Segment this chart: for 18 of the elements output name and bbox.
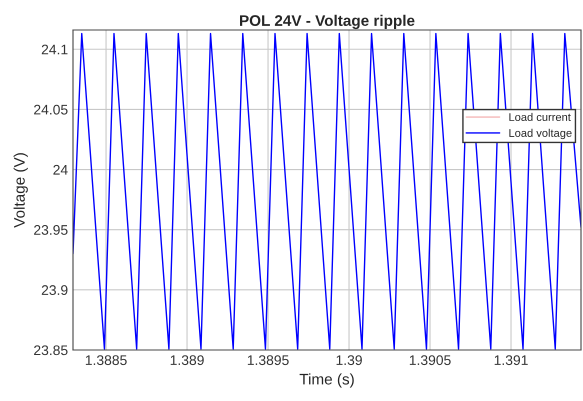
legend-label: Load current [509, 112, 571, 122]
y-tick-label: 23.95 [34, 225, 68, 235]
x-axis-title: Time (s) [300, 373, 354, 388]
y-tick-label: 24.05 [34, 104, 68, 115]
y-axis-title: Voltage (V) [14, 153, 28, 228]
legend-label: Load voltage [509, 128, 572, 140]
y-tick-label: 24.1 [42, 44, 68, 54]
x-tick-label: 1.39 [336, 355, 362, 366]
x-tick-label: 1.3895 [248, 355, 289, 366]
y-tick-label: 24 [53, 164, 68, 175]
x-tick-label: 1.391 [494, 355, 528, 366]
y-tick-label: 23.85 [34, 345, 68, 356]
x-tick-label: 1.389 [170, 355, 204, 366]
chart-title: POL 24V - Voltage ripple [240, 14, 415, 30]
y-tick-label: 23.9 [42, 285, 68, 296]
x-tick-label: 1.3885 [86, 355, 127, 366]
line-series [73, 32, 581, 350]
x-tick-label: 1.3905 [410, 355, 451, 366]
